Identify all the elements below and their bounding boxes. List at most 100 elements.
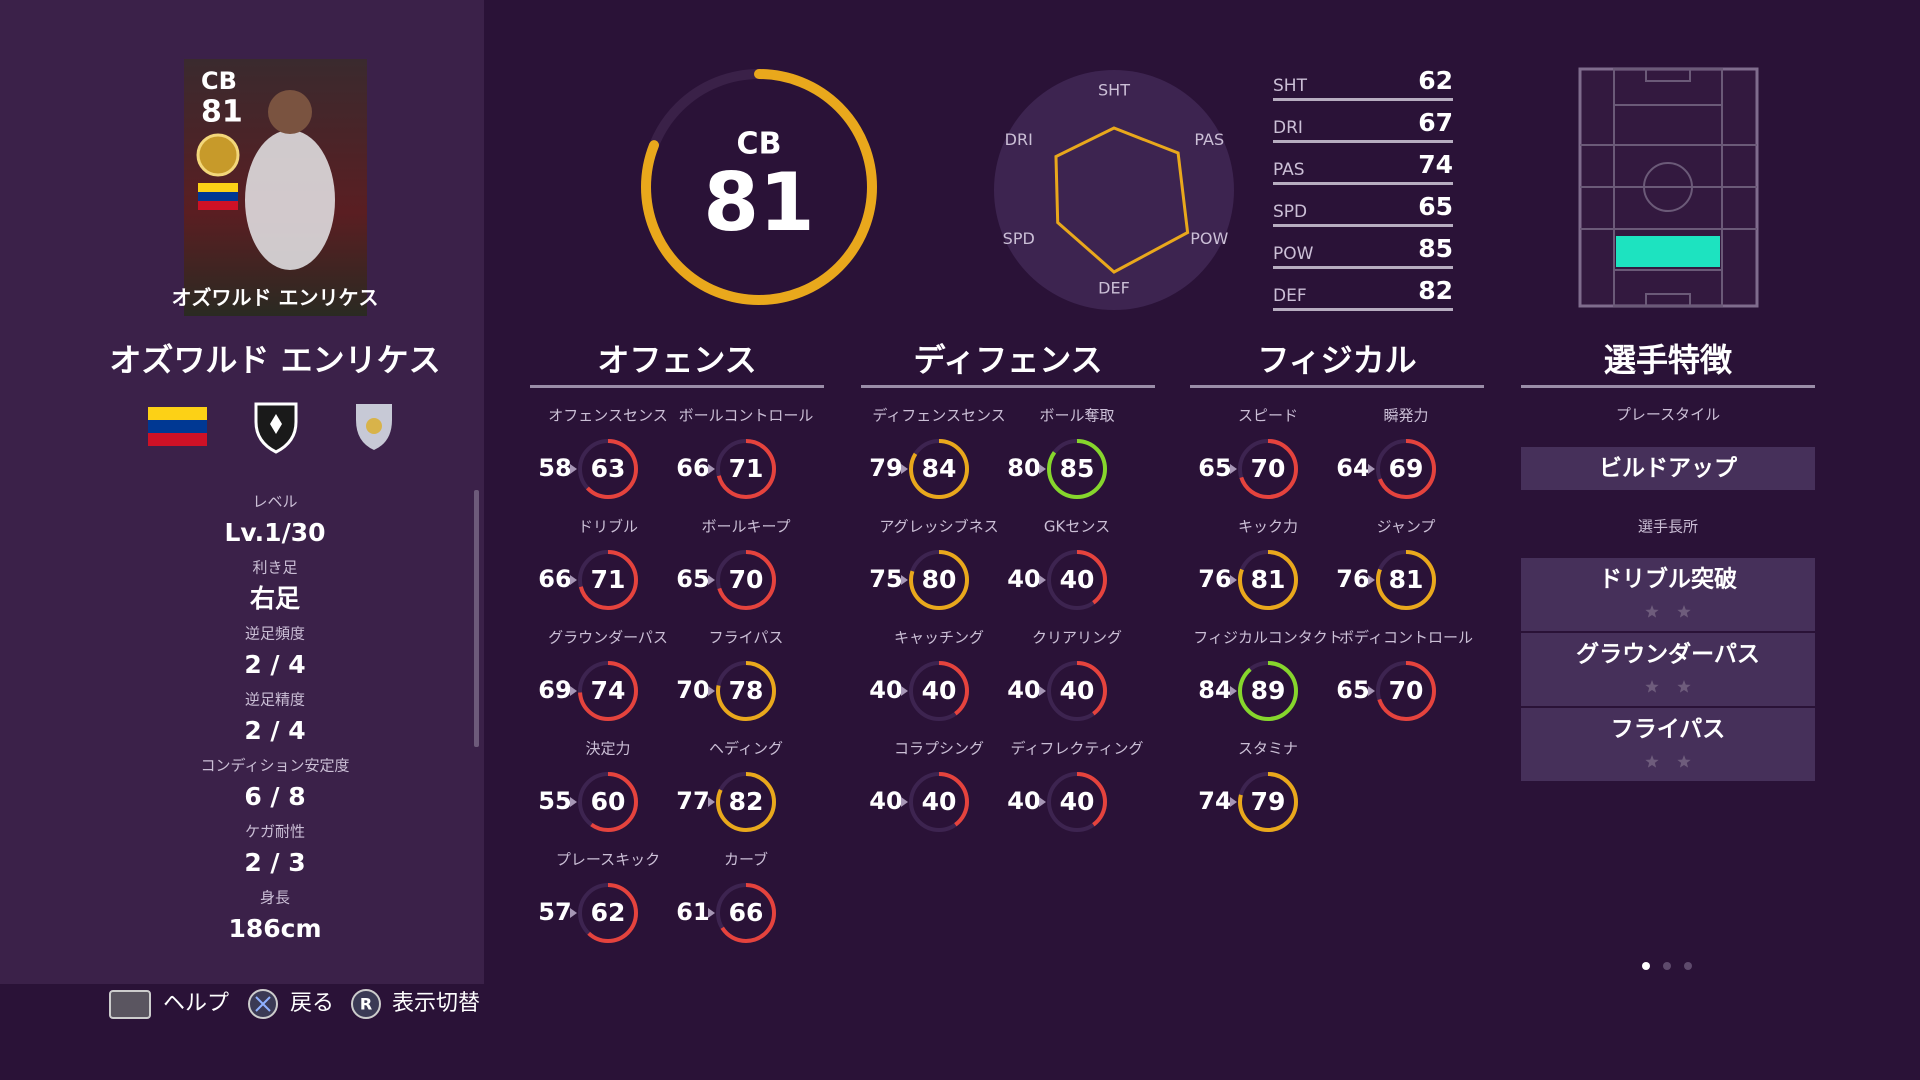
attribute-base: 69 xyxy=(538,676,571,704)
section-underline xyxy=(530,385,824,388)
attribute-arrow xyxy=(1039,686,1046,696)
attribute-base: 57 xyxy=(538,898,571,926)
attribute-label: ヘディング xyxy=(709,740,783,758)
scrollbar xyxy=(474,490,479,747)
attribute-value: 81 xyxy=(1389,565,1424,594)
attribute-base: 76 xyxy=(1198,565,1231,593)
attribute-arrow xyxy=(708,575,715,585)
attribute-arrow xyxy=(1368,575,1375,585)
back-label[interactable]: 戻る xyxy=(290,991,334,1016)
radar-chart: SHT PAS POW DEF SPD DRI xyxy=(994,70,1234,310)
player-card: CB 81 オズワルド エンリケス xyxy=(172,59,379,316)
ring-arc xyxy=(1047,772,1107,832)
radar-label: DEF xyxy=(1098,279,1130,298)
attribute-base: 40 xyxy=(869,787,902,815)
attribute-value: 60 xyxy=(591,787,626,816)
attribute-base: 84 xyxy=(1198,676,1231,704)
ring-arc xyxy=(578,439,638,499)
ring-arc xyxy=(1376,550,1436,610)
attribute-arrow xyxy=(708,908,715,918)
radar-label: POW xyxy=(1190,229,1228,248)
cross-glyph xyxy=(255,996,271,1012)
flag-stripe xyxy=(148,407,207,420)
traits-title: 選手特徴 xyxy=(1604,341,1733,379)
attribute-label: フライパス xyxy=(709,629,784,647)
stat-bar xyxy=(1273,308,1453,311)
touchpad-button[interactable] xyxy=(109,990,151,1019)
skill-name: グラウンダーパス xyxy=(1576,641,1760,668)
stat-bar xyxy=(1273,182,1453,185)
skills-label: 選手長所 xyxy=(1638,518,1698,536)
attribute-label: コラプシング xyxy=(894,740,984,758)
card-rating: 81 xyxy=(201,95,243,130)
profile-value: 6 / 8 xyxy=(244,782,305,811)
stat-bar xyxy=(1273,224,1453,227)
league-badge-detail xyxy=(366,418,382,434)
playstyle-box xyxy=(1521,447,1815,490)
stat-value: 67 xyxy=(1418,108,1453,137)
attribute-base: 65 xyxy=(1336,676,1369,704)
ring-arc xyxy=(1376,439,1436,499)
skill-box[interactable] xyxy=(1521,633,1815,706)
player-name: オズワルド エンリケス xyxy=(109,341,440,379)
attribute-label: オフェンスセンス xyxy=(548,407,667,425)
pitch-center-circle xyxy=(1643,162,1693,212)
skill-name: フライパス xyxy=(1611,717,1726,743)
attribute-arrow xyxy=(1039,575,1046,585)
stat-value: 85 xyxy=(1418,234,1453,263)
attribute-label: キャッチング xyxy=(894,629,984,647)
skill-box[interactable] xyxy=(1521,558,1815,631)
attribute-value: 70 xyxy=(1389,676,1424,705)
stat-label: SHT xyxy=(1273,76,1308,96)
attribute-label: スピード xyxy=(1238,407,1298,425)
ring-arc xyxy=(1238,661,1298,721)
ring-arc xyxy=(1238,439,1298,499)
ring-arc xyxy=(909,550,969,610)
radar-shape xyxy=(1054,126,1190,274)
ring-arc xyxy=(578,772,638,832)
club-crest-detail xyxy=(270,414,282,434)
r-button-glyph: R xyxy=(360,995,372,1014)
page-dot[interactable] xyxy=(1663,962,1671,970)
flag-stripe xyxy=(148,433,207,446)
r-button[interactable] xyxy=(351,989,381,1019)
page-dot[interactable] xyxy=(1642,962,1650,970)
badges xyxy=(148,402,392,454)
skill-star xyxy=(1677,605,1691,618)
flag-stripe xyxy=(198,183,238,192)
ring-arc xyxy=(716,883,776,943)
profile-label: 利き足 xyxy=(252,559,297,577)
card-name: オズワルド エンリケス xyxy=(172,286,379,310)
toggle-label[interactable]: 表示切替 xyxy=(392,991,480,1016)
skill-box[interactable] xyxy=(1521,708,1815,781)
radar-label: SPD xyxy=(1003,229,1035,248)
stat-label: DRI xyxy=(1273,118,1303,138)
attribute-label: プレースキック xyxy=(556,851,660,869)
attribute-label: アグレッシブネス xyxy=(879,518,998,536)
attribute-base: 74 xyxy=(1198,787,1231,815)
attribute-label: フィジカルコンタクト xyxy=(1193,629,1342,647)
attribute-value: 70 xyxy=(1251,454,1286,483)
overall-rating: 81 xyxy=(703,156,814,249)
attribute-value: 74 xyxy=(591,676,626,705)
attribute-arrow xyxy=(1230,797,1237,807)
skill-name: ドリブル突破 xyxy=(1599,566,1737,593)
ring-arc xyxy=(1376,661,1436,721)
attribute-value: 40 xyxy=(1060,787,1095,816)
help-label[interactable]: ヘルプ xyxy=(163,991,229,1016)
stat-label: DEF xyxy=(1273,286,1307,306)
stat-list: SHT 62 DRI 67 PAS 74 SPD 65 POW 85 DEF 82 xyxy=(1273,66,1453,311)
attribute-base: 70 xyxy=(676,676,709,704)
attribute-label: グラウンダーパス xyxy=(548,629,668,647)
overall: CB 81 xyxy=(641,69,877,305)
attribute-value: 40 xyxy=(1060,565,1095,594)
attribute-base: 55 xyxy=(538,787,571,815)
ring-arc xyxy=(716,772,776,832)
page-dot[interactable] xyxy=(1684,962,1692,970)
profile-label: コンディション安定度 xyxy=(201,757,350,775)
stat-bar xyxy=(1273,140,1453,143)
profile-label: レベル xyxy=(252,493,297,511)
